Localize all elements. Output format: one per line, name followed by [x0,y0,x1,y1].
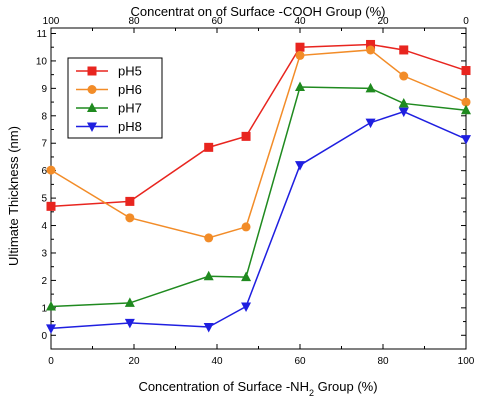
legend: pH5 pH6 pH7 pH8 [67,57,163,139]
axes: 0 20 40 60 80 100 100 80 60 40 20 0 0 1 2 3 4 5 6 7 8 9 10 11 [36,16,475,367]
y-tick-label: 2 [41,276,47,287]
data-point-ph6 [204,233,214,243]
legend-item-ph6: pH6 [76,82,142,97]
series-ph6 [46,45,471,243]
data-point-ph5 [46,201,56,211]
data-point-ph8 [365,118,376,129]
x-tick-label: 60 [294,356,306,367]
legend-label-ph5: pH5 [118,64,142,79]
legend-item-ph5: pH5 [76,64,142,79]
data-point-ph6 [295,50,305,60]
x-tick-label: 40 [211,356,223,367]
data-point-ph5 [241,131,251,141]
series-ph5 [46,39,471,211]
x-tick-label: 20 [128,356,140,367]
series-line-ph7 [50,86,467,308]
data-point-ph7 [365,82,376,93]
legend-marker-ph6 [87,85,97,94]
data-point-ph6 [461,97,471,107]
data-point-ph8 [295,161,305,171]
bottom-axis-title: Concentration of Surface -NH2 Group (%) [138,379,377,398]
legend-item-ph8: pH8 [76,119,142,134]
data-point-ph7 [461,104,471,115]
left-axis-title: Ultimate Thickness (nm) [6,126,21,266]
legend-item-ph7: pH7 [76,101,142,116]
series-line-ph8 [50,110,467,330]
x2-tick-label: 0 [463,16,469,27]
y-tick-label: 5 [41,194,47,205]
legend-label-ph6: pH6 [118,82,142,97]
legend-marker-ph7 [87,102,97,112]
data-point-ph8 [461,135,471,145]
data-point-ph8 [46,324,56,334]
bottom-axis-title-main: Concentration of Surface -NH [138,379,309,394]
x2-tick-label: 40 [294,16,306,27]
data-point-ph5 [295,42,305,52]
data-point-ph6 [241,222,251,232]
data-point-ph5 [399,45,409,55]
data-point-ph8 [124,318,135,329]
data-point-ph5 [461,66,471,76]
data-point-ph7 [46,300,56,311]
y-tick-label: 3 [41,248,47,259]
y-tick-label: 10 [36,56,48,67]
x-tick-label: 100 [458,356,475,367]
data-point-ph6 [125,213,135,223]
x2-tick-label: 20 [377,16,389,27]
y-tick-label: 9 [41,84,47,95]
legend-marker-ph8 [87,122,97,132]
data-point-ph5 [204,142,214,152]
x2-tick-label: 80 [128,16,140,27]
x2-tick-label: 100 [43,16,60,27]
series-ph7 [46,81,471,311]
y-tick-label: 0 [41,331,47,342]
data-point-ph7 [398,97,409,108]
data-point-ph7 [124,297,135,307]
y-tick-label: 6 [41,166,47,177]
data-point-ph6 [399,71,409,81]
data-point-ph5 [366,39,376,49]
data-point-ph5 [125,196,135,206]
series-group [46,39,471,334]
legend-marker-ph5 [87,66,97,76]
bottom-axis-title-subscript: 2 [309,388,314,398]
data-point-ph7 [295,81,305,91]
data-point-ph8 [398,107,409,118]
data-point-ph7 [241,271,252,282]
data-point-ph6 [366,45,376,55]
data-point-ph6 [46,165,56,175]
series-line-ph6 [50,49,467,239]
x-tick-label: 80 [377,356,389,367]
legend-label-ph8: pH8 [118,119,142,134]
legend-label-ph7: pH7 [118,101,142,116]
series-ph8 [46,107,471,334]
data-point-ph8 [241,302,252,312]
x-tick-label: 0 [48,356,54,367]
top-axis-title: Concentrat on of Surface -COOH Group (%) [130,4,385,19]
y-tick-label: 1 [41,303,47,314]
data-point-ph7 [203,270,214,281]
series-line-ph5 [50,43,467,208]
y-tick-label: 4 [41,221,47,232]
y-tick-label: 7 [41,139,47,150]
bottom-axis-title-tail: Group (%) [314,379,378,394]
y-tick-label: 8 [41,111,47,122]
y-tick-label: 11 [37,29,48,40]
x2-tick-label: 60 [211,16,223,27]
data-point-ph8 [203,323,214,333]
